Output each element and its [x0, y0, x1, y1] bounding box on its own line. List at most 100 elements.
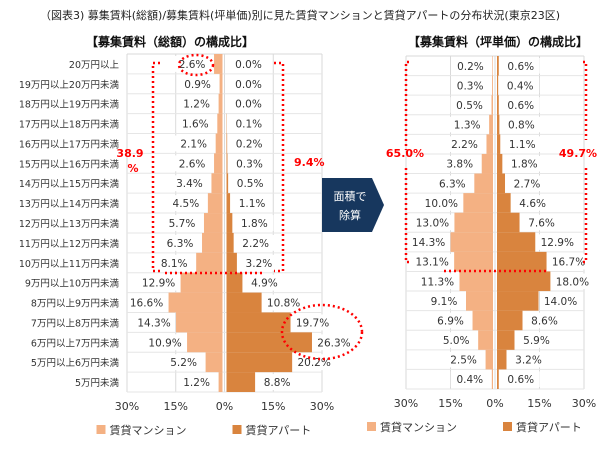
- bar-apartment: [497, 271, 550, 291]
- data-label-mansion: 5.7%: [169, 218, 196, 230]
- figure-title: （図表3) 募集賃料(総額)/募集賃料(坪単価)別に見た賃貸マンションと賃貸アパ…: [40, 8, 560, 22]
- data-label-apartment: 0.5%: [237, 178, 264, 190]
- bar-apartment: [227, 352, 293, 372]
- bar-apartment: [227, 312, 291, 332]
- bar-mansion: [486, 350, 493, 370]
- data-label-mansion: 3.4%: [176, 178, 203, 190]
- bar-apartment: [227, 372, 256, 392]
- data-label-apartment: 3.2%: [515, 355, 542, 367]
- x-tick-label: 15%: [438, 397, 462, 410]
- data-label-apartment: 16.7%: [552, 257, 585, 269]
- data-label-mansion: 14.3%: [137, 317, 170, 329]
- legend-label-mansion: 賃貸マンション: [380, 420, 457, 434]
- data-label-apartment: 0.2%: [236, 138, 263, 150]
- bar-mansion: [208, 193, 223, 213]
- data-label-mansion: 0.9%: [184, 79, 211, 91]
- bar-apartment: [497, 95, 499, 115]
- bar-mansion: [206, 352, 223, 372]
- category-label: 13万円以上14万円未満: [19, 198, 120, 210]
- bar-mansion: [169, 293, 223, 313]
- category-label: 5万円未満: [75, 377, 120, 389]
- data-label-mansion: 9.1%: [431, 296, 458, 308]
- data-label-apartment: 0.6%: [507, 374, 534, 386]
- bar-apartment: [497, 291, 539, 311]
- x-tick-label: 15%: [527, 397, 551, 410]
- data-label-apartment: 0.0%: [235, 79, 262, 91]
- data-label-apartment: 4.9%: [251, 278, 278, 290]
- data-label-mansion: 0.2%: [457, 61, 484, 73]
- data-label-apartment: 8.8%: [264, 377, 291, 389]
- data-label-mansion: 13.1%: [415, 257, 448, 269]
- bar-mansion: [211, 173, 222, 193]
- data-label-mansion: 8.1%: [161, 258, 188, 270]
- x-tick-label: 0%: [486, 397, 503, 410]
- data-label-mansion: 1.2%: [183, 99, 210, 111]
- legend-label-mansion: 賃貸マンション: [110, 423, 187, 437]
- bar-mansion: [176, 312, 222, 332]
- bar-mansion: [196, 253, 222, 273]
- chart-title-left: 【募集賃料（総額）の構成比】: [86, 34, 254, 49]
- category-label: 19万円以上20万円未満: [19, 79, 120, 91]
- bar-mansion: [219, 372, 223, 392]
- divide-arrow: 面積で 除算: [322, 178, 384, 232]
- category-label: 11万円以上12万円未満: [19, 238, 120, 250]
- x-tick-label: 30%: [115, 400, 139, 413]
- bar-apartment: [497, 193, 511, 213]
- x-tick-label: 30%: [394, 397, 418, 410]
- data-label-apartment: 1.1%: [509, 139, 536, 151]
- x-tick-label: 30%: [572, 397, 596, 410]
- data-label-apartment: 19.7%: [296, 317, 329, 329]
- data-label-apartment: 10.8%: [267, 298, 300, 310]
- legend-swatch-mansion: [97, 425, 106, 434]
- bar-mansion: [202, 233, 222, 253]
- annotation-right-total: 9.4%: [294, 156, 325, 169]
- arrow-label-line2: 除算: [339, 208, 361, 222]
- data-label-mansion: 6.9%: [437, 315, 464, 327]
- data-label-mansion: 5.2%: [170, 357, 197, 369]
- bar-apartment: [227, 253, 237, 273]
- bar-mansion: [187, 332, 222, 352]
- data-label-apartment: 1.8%: [511, 159, 538, 171]
- right-chart: 30%15%0%15%30%0.2%0.6%0.3%0.4%0.5%0.6%1.…: [367, 56, 597, 434]
- x-tick-label: 30%: [310, 400, 334, 413]
- data-label-apartment: 0.4%: [507, 80, 534, 92]
- data-label-apartment: 2.2%: [242, 238, 269, 250]
- data-label-mansion: 2.6%: [179, 59, 206, 71]
- category-label: 18万円以上19万円未満: [19, 99, 120, 111]
- data-label-apartment: 5.9%: [523, 335, 550, 347]
- data-label-apartment: 3.2%: [246, 258, 273, 270]
- data-label-apartment: 0.0%: [235, 99, 262, 111]
- bar-mansion: [454, 252, 493, 272]
- category-label: 16万円以上17万円未満: [19, 138, 120, 150]
- bar-apartment: [497, 252, 547, 272]
- bar-apartment: [227, 332, 312, 352]
- bar-mansion: [451, 232, 493, 252]
- bar-mansion: [492, 369, 493, 389]
- annotation-right-total: 49.7%: [559, 147, 597, 160]
- data-label-mansion: 5.0%: [443, 335, 470, 347]
- data-label-mansion: 11.3%: [421, 276, 454, 288]
- data-label-mansion: 1.3%: [454, 120, 481, 132]
- chart-title-right: 【募集賃料（坪単価）の構成比】: [408, 34, 588, 49]
- legend-swatch-apartment: [233, 425, 242, 434]
- x-tick-label: 15%: [164, 400, 188, 413]
- data-label-mansion: 6.3%: [439, 178, 466, 190]
- legend-swatch-mansion: [367, 422, 376, 431]
- bar-apartment: [227, 293, 262, 313]
- bar-mansion: [459, 271, 493, 291]
- annotation-left-total: 38.9: [116, 147, 143, 160]
- data-label-mansion: 0.3%: [457, 80, 484, 92]
- data-label-apartment: 0.6%: [507, 100, 534, 112]
- bar-mansion: [486, 134, 493, 154]
- data-label-mansion: 13.0%: [416, 218, 449, 230]
- bar-apartment: [227, 134, 228, 154]
- bar-apartment: [497, 311, 523, 331]
- data-label-mansion: 6.3%: [167, 238, 194, 250]
- category-label: 14万円以上15万円未満: [19, 178, 120, 190]
- data-label-mansion: 3.8%: [446, 159, 473, 171]
- data-label-mansion: 2.2%: [451, 139, 478, 151]
- bar-mansion: [219, 94, 223, 114]
- category-label: 9万円以上10万円未満: [25, 278, 120, 290]
- data-label-mansion: 1.6%: [182, 119, 209, 131]
- category-label: 20万円以上: [69, 60, 120, 71]
